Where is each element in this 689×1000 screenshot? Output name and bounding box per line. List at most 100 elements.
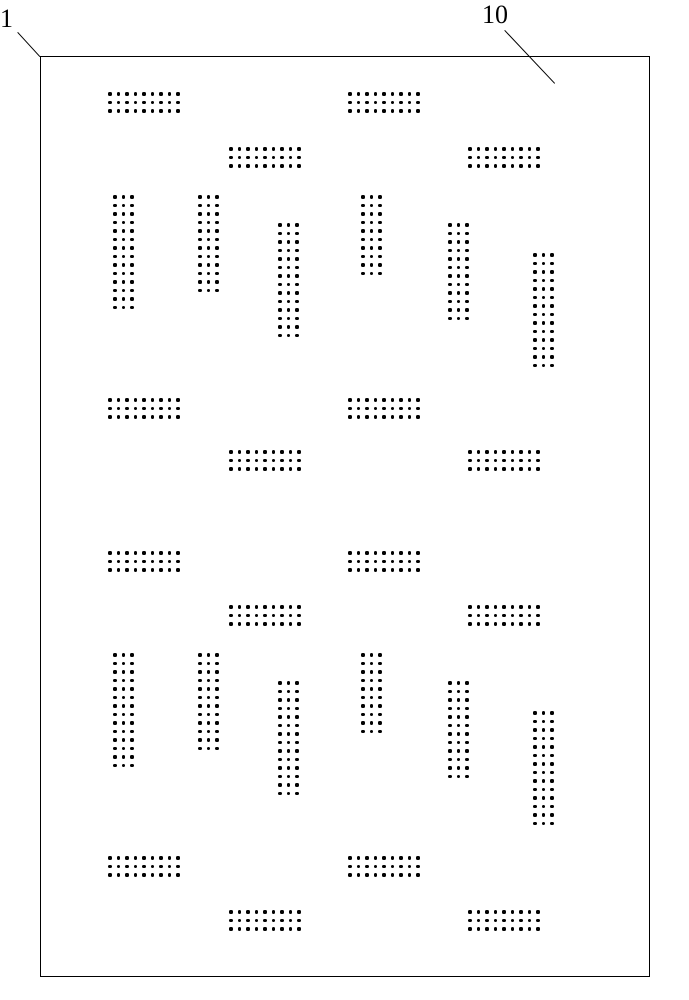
perforation-dot	[289, 622, 292, 625]
perforation-dot	[198, 670, 201, 673]
perforation-dot	[176, 407, 179, 410]
perforation-dot	[207, 195, 210, 198]
perforation-dot	[134, 551, 137, 554]
perforation-dot	[391, 415, 394, 418]
perforation-dot	[448, 240, 451, 243]
perforation-dot	[533, 364, 536, 367]
perforation-dot	[113, 289, 116, 292]
perforation-dot	[113, 238, 116, 241]
perforation-dot	[348, 873, 351, 876]
perforation-dot	[457, 291, 460, 294]
perforation-dot	[542, 321, 545, 324]
perforation-dot	[370, 246, 373, 249]
perforation-dot	[130, 306, 133, 309]
perforation-dot	[278, 274, 281, 277]
perforation-dot	[142, 865, 145, 868]
perforation-dot	[550, 720, 553, 723]
perforation-dot	[365, 560, 368, 563]
perforation-dot	[457, 223, 460, 226]
perforation-dot	[416, 92, 419, 95]
perforation-dot	[457, 715, 460, 718]
perforation-dot	[255, 147, 258, 150]
perforation-dot	[502, 927, 505, 930]
perforation-dot	[533, 805, 536, 808]
perforation-dot	[550, 262, 553, 265]
perforation-dot	[494, 622, 497, 625]
perforation-dot	[416, 407, 419, 410]
perforation-dot	[130, 255, 133, 258]
perforation-dot	[361, 229, 364, 232]
perforation-dot	[168, 109, 171, 112]
perforation-dot	[117, 856, 120, 859]
perforation-dot	[382, 407, 385, 410]
perforation-dot	[229, 605, 232, 608]
perforation-dot	[238, 927, 241, 930]
perforation-dot	[255, 467, 258, 470]
perforation-dot	[519, 927, 522, 930]
perforation-dot	[134, 873, 137, 876]
perforation-dot	[151, 92, 154, 95]
perforation-dot	[365, 109, 368, 112]
perforation-dot	[528, 622, 531, 625]
perforation-dot	[536, 450, 539, 453]
perforation-dot	[542, 270, 545, 273]
perforation-dot	[378, 704, 381, 707]
perforation-dot	[361, 272, 364, 275]
perforation-dot	[113, 653, 116, 656]
perforation-dot	[117, 568, 120, 571]
perforation-dot	[536, 467, 539, 470]
perforation-dot	[528, 927, 531, 930]
perforation-dot	[382, 865, 385, 868]
perforation-dot	[168, 92, 171, 95]
perforation-dot	[457, 274, 460, 277]
perforation-dot	[278, 232, 281, 235]
perforation-dot	[533, 728, 536, 731]
perforation-dot	[207, 229, 210, 232]
perforation-dot	[159, 92, 162, 95]
perforation-dot	[348, 865, 351, 868]
perforation-dot	[348, 551, 351, 554]
perforation-dot	[287, 291, 290, 294]
perforation-dot	[207, 670, 210, 673]
perforation-dot	[382, 415, 385, 418]
perforation-dot	[536, 919, 539, 922]
leader-line-1	[17, 32, 40, 57]
perforation-dot	[278, 758, 281, 761]
perforation-dot	[502, 147, 505, 150]
perforation-dot	[542, 745, 545, 748]
perforation-dot	[511, 147, 514, 150]
perforation-dot	[536, 164, 539, 167]
perforation-dot	[297, 919, 300, 922]
perforation-dot	[408, 415, 411, 418]
perforation-dot	[125, 856, 128, 859]
perforation-dot	[215, 704, 218, 707]
perforation-dot	[511, 164, 514, 167]
perforation-dot	[278, 325, 281, 328]
perforation-dot	[536, 614, 539, 617]
perforation-dot	[122, 755, 125, 758]
perforation-dot	[278, 792, 281, 795]
perforation-dot	[399, 398, 402, 401]
perforation-dot	[378, 721, 381, 724]
perforation-dot	[207, 687, 210, 690]
perforation-dot	[278, 724, 281, 727]
label-1: 1	[0, 4, 13, 34]
perforation-dot	[207, 704, 210, 707]
perforation-dot	[485, 910, 488, 913]
perforation-dot	[295, 266, 298, 269]
perforation-dot	[361, 670, 364, 673]
perforation-dot	[465, 308, 468, 311]
perforation-dot	[361, 204, 364, 207]
perforation-dot	[263, 467, 266, 470]
perforation-dot	[198, 713, 201, 716]
perforation-dot	[246, 614, 249, 617]
perforation-dot	[198, 221, 201, 224]
perforation-dot	[272, 622, 275, 625]
perforation-dot	[113, 713, 116, 716]
perforation-dot	[280, 156, 283, 159]
perforation-dot	[198, 704, 201, 707]
perforation-dot	[378, 212, 381, 215]
perforation-dot	[295, 317, 298, 320]
perforation-dot	[382, 568, 385, 571]
perforation-dot	[477, 450, 480, 453]
